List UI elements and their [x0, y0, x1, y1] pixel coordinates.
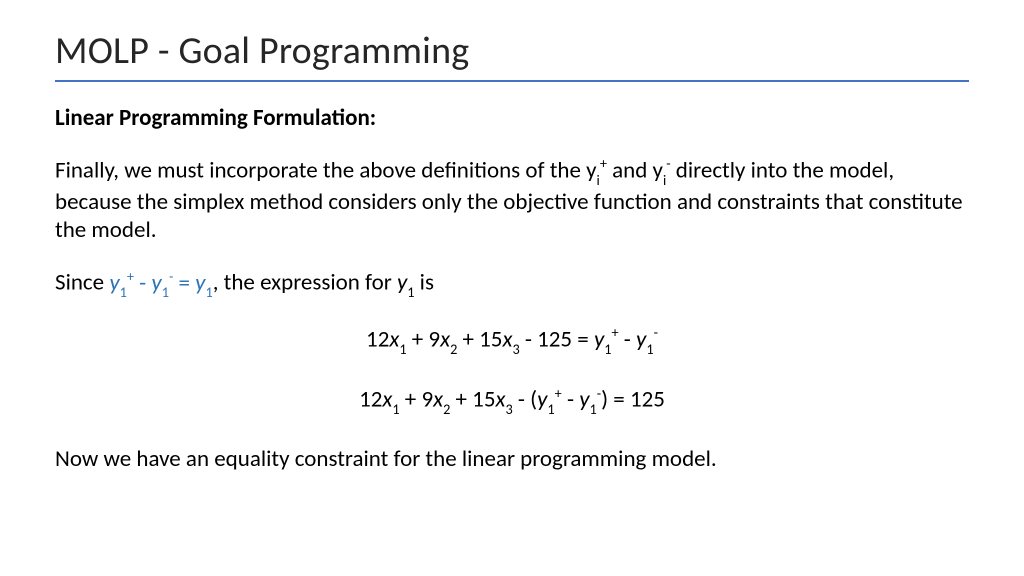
p2-equals: =	[173, 269, 195, 297]
e1-m125: - 125 =	[520, 326, 594, 354]
e2-ym: -	[597, 384, 601, 402]
p1-sub-i-2: i	[663, 171, 666, 189]
p1-sub-i-1: i	[597, 171, 600, 189]
p2-pre: Since	[55, 269, 109, 297]
e1-ys1: 1	[604, 340, 611, 358]
closing-line: Now we have an equality constraint for t…	[55, 445, 969, 473]
e2-dash: -	[562, 386, 579, 414]
e2-close: ) = 125	[601, 386, 665, 414]
p2-sup-plus: +	[127, 267, 134, 285]
p1-b: and y	[607, 157, 663, 185]
e2-y2: y	[579, 386, 589, 414]
p2-minus: -	[134, 269, 151, 297]
p2-sub1-b: 1	[162, 283, 169, 301]
equation-2: 12x1 + 9x2 + 15x3 - (y1+ - y1-) = 125	[55, 384, 969, 416]
slide-container: MOLP - Goal Programming Linear Programmi…	[0, 0, 1024, 576]
e1-x2: x	[440, 326, 450, 354]
e1-y1: y	[594, 326, 604, 354]
e2-p9: + 9	[400, 386, 434, 414]
e2-ys1: 1	[547, 400, 554, 418]
p2-y3: y	[195, 269, 205, 297]
p2-sub1-c: 1	[205, 283, 212, 301]
p2-post-a: , the expression for	[213, 269, 397, 297]
p2-sub1-a: 1	[120, 283, 127, 301]
e1-s2: 2	[450, 340, 457, 358]
e1-x1: x	[389, 326, 399, 354]
e1-p9: + 9	[407, 326, 441, 354]
p2-y2: y	[151, 269, 161, 297]
e1-s3: 3	[512, 340, 519, 358]
e2-s3: 3	[505, 400, 512, 418]
p2-y4: y	[397, 269, 407, 297]
e1-s1: 1	[399, 340, 406, 358]
e1-y2: y	[636, 326, 646, 354]
e2-open: - (	[513, 386, 537, 414]
e2-12: 12	[359, 386, 382, 414]
e2-x1: x	[382, 386, 392, 414]
p2-eq-accent: y1+ - y1- = y1	[109, 269, 212, 297]
p2-sub1-d: 1	[407, 283, 414, 301]
e2-y1: y	[537, 386, 547, 414]
title-rule	[55, 80, 969, 82]
e1-dash: -	[619, 326, 636, 354]
p1-sup-minus: -	[666, 154, 670, 172]
e2-ys2: 1	[590, 400, 597, 418]
paragraph-2: Since y1+ - y1- = y1, the expression for…	[55, 268, 969, 300]
e1-ys2: 1	[646, 340, 653, 358]
p1-sup-plus: +	[600, 154, 607, 172]
p1-a: Finally, we must incorporate the above d…	[55, 157, 597, 185]
e2-s2: 2	[443, 400, 450, 418]
e1-x3: x	[502, 326, 512, 354]
slide-title: MOLP - Goal Programming	[55, 28, 969, 74]
subtitle: Linear Programming Formulation:	[55, 104, 969, 132]
paragraph-1: Finally, we must incorporate the above d…	[55, 156, 969, 244]
p2-y1: y	[109, 269, 119, 297]
e2-yp: +	[555, 384, 562, 402]
e2-s1: 1	[392, 400, 399, 418]
e2-p15: + 15	[450, 386, 495, 414]
e1-yp: +	[611, 323, 618, 341]
equation-1: 12x1 + 9x2 + 15x3 - 125 = y1+ - y1-	[55, 324, 969, 356]
e1-p15: + 15	[457, 326, 502, 354]
e1-12: 12	[366, 326, 389, 354]
p2-sup-minus: -	[169, 267, 173, 285]
e2-x2: x	[433, 386, 443, 414]
e1-ym: -	[654, 323, 658, 341]
e2-x3: x	[495, 386, 505, 414]
p2-post-b: is	[414, 269, 433, 297]
